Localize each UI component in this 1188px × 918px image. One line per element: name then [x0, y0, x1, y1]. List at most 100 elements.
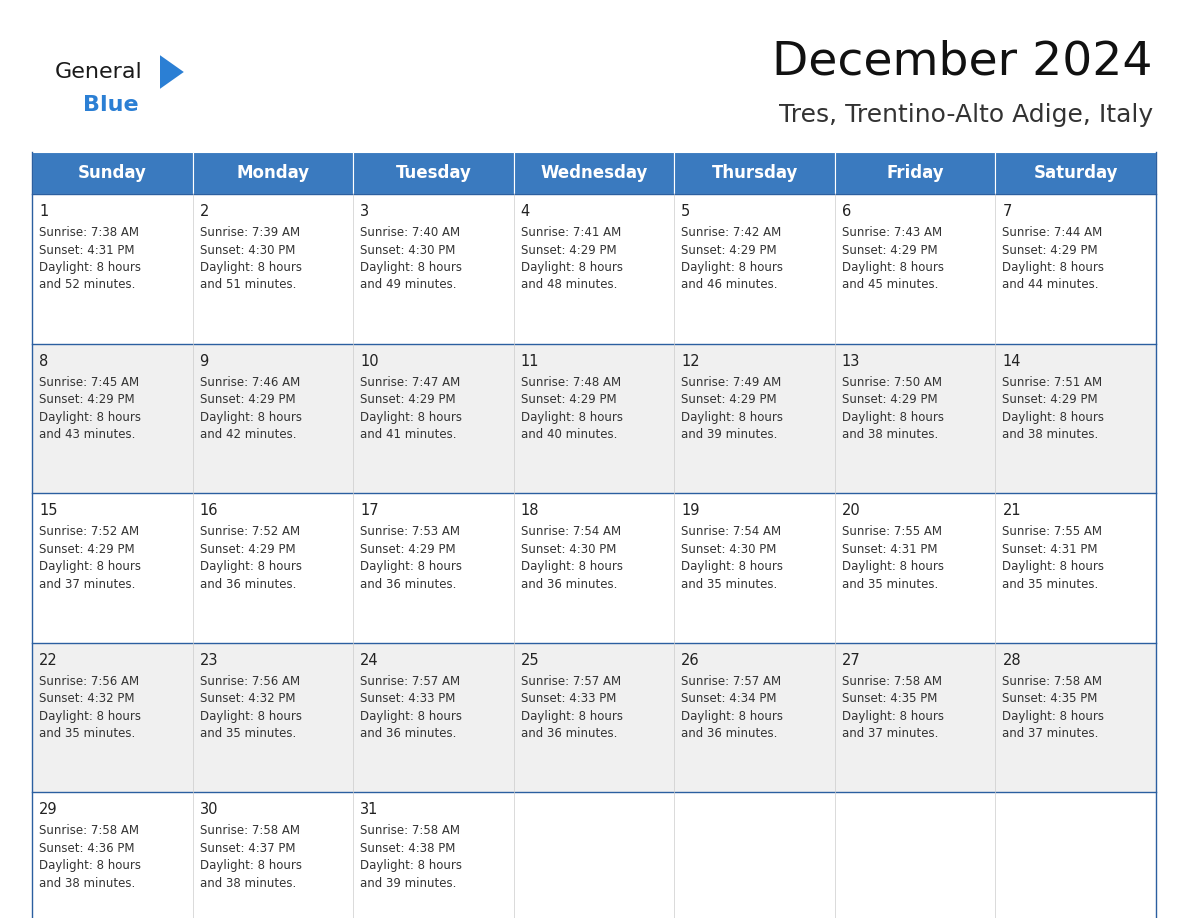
Text: Sunrise: 7:49 AM: Sunrise: 7:49 AM	[681, 375, 782, 388]
Text: and 35 minutes.: and 35 minutes.	[681, 577, 777, 590]
Text: and 36 minutes.: and 36 minutes.	[360, 727, 456, 740]
Text: Daylight: 8 hours: Daylight: 8 hours	[200, 560, 302, 573]
Text: Sunset: 4:29 PM: Sunset: 4:29 PM	[842, 393, 937, 406]
Text: Sunset: 4:29 PM: Sunset: 4:29 PM	[39, 543, 134, 555]
Text: Sunset: 4:31 PM: Sunset: 4:31 PM	[1003, 543, 1098, 555]
Text: Daylight: 8 hours: Daylight: 8 hours	[842, 560, 943, 573]
Text: 17: 17	[360, 503, 379, 518]
Text: Sunset: 4:30 PM: Sunset: 4:30 PM	[200, 243, 295, 256]
Text: 20: 20	[842, 503, 860, 518]
Text: and 48 minutes.: and 48 minutes.	[520, 278, 617, 292]
Text: Daylight: 8 hours: Daylight: 8 hours	[360, 710, 462, 722]
Text: Sunset: 4:30 PM: Sunset: 4:30 PM	[681, 543, 777, 555]
Text: Sunset: 4:33 PM: Sunset: 4:33 PM	[520, 692, 617, 705]
Text: 12: 12	[681, 353, 700, 369]
Text: Daylight: 8 hours: Daylight: 8 hours	[360, 261, 462, 274]
Text: Sunset: 4:29 PM: Sunset: 4:29 PM	[1003, 393, 1098, 406]
Text: and 40 minutes.: and 40 minutes.	[520, 428, 617, 442]
Text: Wednesday: Wednesday	[541, 164, 647, 182]
Text: Sunset: 4:37 PM: Sunset: 4:37 PM	[200, 842, 295, 855]
Text: 14: 14	[1003, 353, 1020, 369]
Text: 3: 3	[360, 204, 369, 219]
Text: Daylight: 8 hours: Daylight: 8 hours	[1003, 410, 1105, 423]
Text: Daylight: 8 hours: Daylight: 8 hours	[520, 560, 623, 573]
Text: Sunrise: 7:58 AM: Sunrise: 7:58 AM	[39, 824, 139, 837]
Text: Sunrise: 7:56 AM: Sunrise: 7:56 AM	[200, 675, 299, 688]
Text: and 42 minutes.: and 42 minutes.	[200, 428, 296, 442]
Text: and 35 minutes.: and 35 minutes.	[842, 577, 939, 590]
Bar	[32, 152, 192, 194]
Text: Daylight: 8 hours: Daylight: 8 hours	[360, 560, 462, 573]
Text: Sunrise: 7:55 AM: Sunrise: 7:55 AM	[1003, 525, 1102, 538]
Text: 27: 27	[842, 653, 860, 667]
Text: Daylight: 8 hours: Daylight: 8 hours	[360, 410, 462, 423]
Text: and 52 minutes.: and 52 minutes.	[39, 278, 135, 292]
Text: and 46 minutes.: and 46 minutes.	[681, 278, 778, 292]
Text: Saturday: Saturday	[1034, 164, 1118, 182]
Text: Daylight: 8 hours: Daylight: 8 hours	[39, 261, 141, 274]
Text: Sunrise: 7:50 AM: Sunrise: 7:50 AM	[842, 375, 942, 388]
Text: Sunrise: 7:54 AM: Sunrise: 7:54 AM	[520, 525, 621, 538]
Text: Sunset: 4:29 PM: Sunset: 4:29 PM	[360, 543, 456, 555]
Text: 29: 29	[39, 802, 58, 817]
Text: Sunset: 4:29 PM: Sunset: 4:29 PM	[360, 393, 456, 406]
Text: and 35 minutes.: and 35 minutes.	[200, 727, 296, 740]
Text: Sunrise: 7:48 AM: Sunrise: 7:48 AM	[520, 375, 621, 388]
Bar	[32, 643, 1156, 792]
Text: Daylight: 8 hours: Daylight: 8 hours	[200, 261, 302, 274]
Text: 18: 18	[520, 503, 539, 518]
Text: December 2024: December 2024	[772, 39, 1154, 84]
Text: General: General	[55, 62, 143, 82]
Text: Sunset: 4:32 PM: Sunset: 4:32 PM	[39, 692, 134, 705]
Bar	[32, 343, 1156, 493]
Bar	[32, 792, 1156, 918]
Text: 19: 19	[681, 503, 700, 518]
Text: Sunrise: 7:58 AM: Sunrise: 7:58 AM	[842, 675, 942, 688]
Text: Daylight: 8 hours: Daylight: 8 hours	[39, 859, 141, 872]
Bar	[835, 152, 996, 194]
Text: Blue: Blue	[83, 95, 139, 115]
Text: 21: 21	[1003, 503, 1020, 518]
Text: Daylight: 8 hours: Daylight: 8 hours	[842, 410, 943, 423]
Text: Sunset: 4:29 PM: Sunset: 4:29 PM	[200, 543, 295, 555]
Text: Sunrise: 7:54 AM: Sunrise: 7:54 AM	[681, 525, 782, 538]
Text: Daylight: 8 hours: Daylight: 8 hours	[681, 560, 783, 573]
Text: 30: 30	[200, 802, 219, 817]
Text: Daylight: 8 hours: Daylight: 8 hours	[681, 710, 783, 722]
Text: and 38 minutes.: and 38 minutes.	[39, 877, 135, 890]
Text: Sunrise: 7:47 AM: Sunrise: 7:47 AM	[360, 375, 461, 388]
Text: Daylight: 8 hours: Daylight: 8 hours	[200, 710, 302, 722]
Text: Sunrise: 7:58 AM: Sunrise: 7:58 AM	[360, 824, 460, 837]
Text: Tres, Trentino-Alto Adige, Italy: Tres, Trentino-Alto Adige, Italy	[779, 103, 1154, 127]
Text: 23: 23	[200, 653, 219, 667]
Text: Sunrise: 7:56 AM: Sunrise: 7:56 AM	[39, 675, 139, 688]
Text: Daylight: 8 hours: Daylight: 8 hours	[1003, 261, 1105, 274]
Text: Sunrise: 7:39 AM: Sunrise: 7:39 AM	[200, 226, 299, 239]
Text: Tuesday: Tuesday	[396, 164, 472, 182]
Text: 4: 4	[520, 204, 530, 219]
Text: Daylight: 8 hours: Daylight: 8 hours	[842, 710, 943, 722]
Text: Daylight: 8 hours: Daylight: 8 hours	[39, 410, 141, 423]
Bar	[353, 152, 513, 194]
Text: Sunrise: 7:55 AM: Sunrise: 7:55 AM	[842, 525, 942, 538]
Text: and 49 minutes.: and 49 minutes.	[360, 278, 456, 292]
Text: and 38 minutes.: and 38 minutes.	[842, 428, 939, 442]
Text: Daylight: 8 hours: Daylight: 8 hours	[681, 410, 783, 423]
Text: and 38 minutes.: and 38 minutes.	[200, 877, 296, 890]
Bar	[996, 152, 1156, 194]
Text: Monday: Monday	[236, 164, 309, 182]
Text: and 37 minutes.: and 37 minutes.	[842, 727, 939, 740]
Text: Sunset: 4:36 PM: Sunset: 4:36 PM	[39, 842, 134, 855]
Text: Sunset: 4:29 PM: Sunset: 4:29 PM	[520, 243, 617, 256]
Text: and 38 minutes.: and 38 minutes.	[1003, 428, 1099, 442]
Text: Friday: Friday	[886, 164, 944, 182]
Text: Sunset: 4:29 PM: Sunset: 4:29 PM	[39, 393, 134, 406]
Text: Sunset: 4:29 PM: Sunset: 4:29 PM	[200, 393, 295, 406]
Text: and 45 minutes.: and 45 minutes.	[842, 278, 939, 292]
Text: and 43 minutes.: and 43 minutes.	[39, 428, 135, 442]
Text: 6: 6	[842, 204, 851, 219]
Text: 15: 15	[39, 503, 57, 518]
Text: Sunset: 4:38 PM: Sunset: 4:38 PM	[360, 842, 455, 855]
Text: Sunrise: 7:53 AM: Sunrise: 7:53 AM	[360, 525, 460, 538]
Text: Daylight: 8 hours: Daylight: 8 hours	[681, 261, 783, 274]
